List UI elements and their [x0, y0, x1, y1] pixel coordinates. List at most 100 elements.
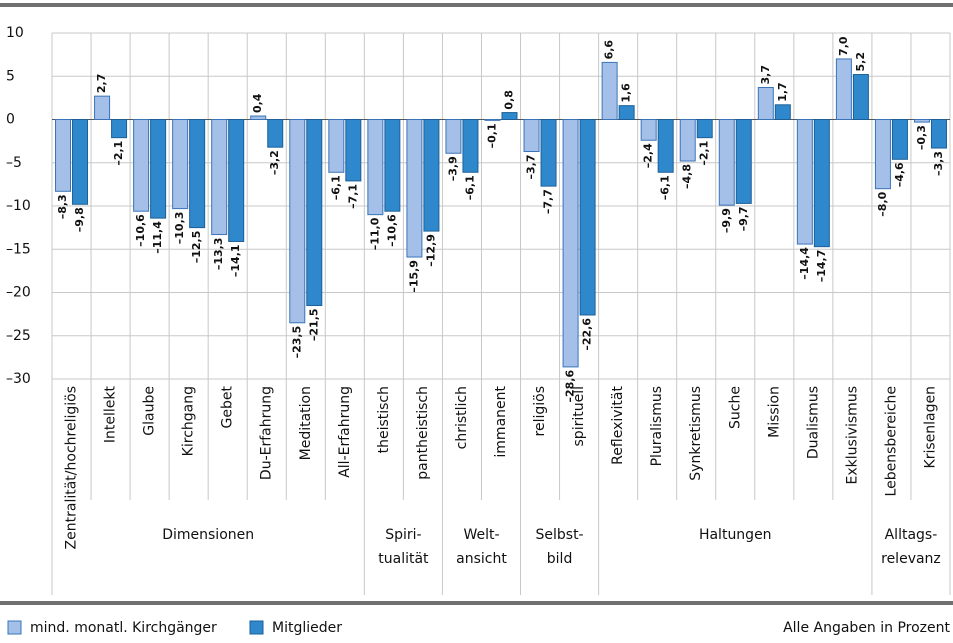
value-label: 5,2 [854, 52, 867, 72]
y-tick-label: –5 [6, 155, 22, 171]
x-tick-label: Du-Erfahrung [259, 386, 275, 480]
x-tick-label: Exklusivismus [844, 386, 860, 484]
y-tick-label: –30 [6, 371, 31, 387]
x-tick-label: All-Erfahrung [337, 386, 353, 478]
value-label: 0,4 [251, 93, 264, 113]
bar [540, 119, 557, 187]
value-label: –23,5 [290, 326, 303, 359]
bar [657, 119, 674, 173]
bar [228, 119, 245, 242]
x-tick-label: immanent [493, 385, 509, 457]
value-label: –9,9 [720, 208, 733, 233]
x-tick-label: pantheistisch [415, 386, 431, 480]
group-label: bild [547, 551, 573, 567]
bar [406, 119, 423, 258]
group-label: Selbst- [536, 527, 584, 543]
bar [328, 119, 345, 173]
value-label: –7,1 [346, 184, 359, 209]
value-label: –12,9 [424, 234, 437, 267]
bar [367, 119, 384, 216]
bar [306, 119, 323, 306]
value-label: –28,6 [564, 370, 577, 403]
y-tick-label: –20 [6, 285, 31, 301]
bar [679, 119, 696, 162]
group-label: Haltungen [699, 527, 772, 543]
value-label: –0,1 [486, 123, 499, 148]
bar [211, 119, 228, 236]
value-label: –10,6 [134, 214, 147, 247]
bar [579, 119, 596, 316]
x-tick-label: Zentralität/hochreligiös [64, 386, 80, 549]
value-label: –6,1 [463, 175, 476, 200]
value-label: –9,7 [737, 206, 750, 231]
x-tick-label: spirituell [571, 386, 587, 446]
value-label: –14,4 [798, 247, 811, 280]
x-tick-label: religiös [532, 386, 548, 436]
value-label: –2,1 [112, 141, 125, 166]
bar [601, 61, 618, 120]
note: Alle Angaben in Prozent [783, 620, 950, 636]
value-label: –3,2 [268, 150, 281, 175]
x-tick-label: Meditation [298, 386, 314, 460]
bar [757, 86, 774, 121]
bar [462, 119, 479, 173]
bar [423, 119, 440, 232]
x-tick-label: Krisenlagen [922, 386, 938, 468]
value-label: –10,6 [385, 214, 398, 247]
x-tick-label: Intellekt [103, 385, 119, 443]
group-label: Alltags- [885, 527, 938, 543]
group-label: Spiri- [385, 527, 421, 543]
x-tick-label: Synkretismus [688, 386, 704, 481]
legend-label: Mitglieder [272, 620, 342, 636]
y-tick-label: 5 [6, 68, 15, 84]
legend-swatch [249, 620, 264, 635]
value-label: –22,6 [581, 318, 594, 351]
bar [111, 119, 128, 139]
value-label: –11,4 [151, 221, 164, 254]
bar [289, 119, 306, 324]
bar [484, 119, 501, 121]
value-label: –3,9 [446, 156, 459, 181]
bar [852, 74, 869, 120]
value-label: 0,8 [503, 90, 516, 110]
bar [874, 119, 891, 190]
x-tick-label: Suche [727, 386, 743, 429]
bar [267, 119, 284, 148]
bar [913, 119, 930, 123]
group-label: Dimensionen [162, 527, 254, 543]
bar [72, 119, 89, 205]
bottom-rule [0, 601, 953, 605]
bar [384, 119, 401, 212]
value-label: –2,1 [698, 141, 711, 166]
x-tick-label: christlich [454, 386, 470, 449]
bar [172, 119, 189, 210]
bar [891, 119, 908, 160]
bar [735, 119, 752, 204]
value-label: –0,3 [915, 125, 928, 150]
x-tick-label: Reflexivität [610, 385, 626, 464]
value-label: –6,1 [329, 175, 342, 200]
value-label: –11,0 [368, 217, 381, 250]
bar [523, 119, 540, 153]
y-tick-label: 0 [6, 112, 15, 128]
bar [250, 115, 267, 121]
x-tick-label: Lebensbereiche [883, 386, 899, 496]
value-label: –14,1 [229, 244, 242, 277]
bar [774, 104, 791, 120]
value-label: 6,6 [603, 40, 616, 60]
bar [133, 119, 150, 212]
y-tick-label: –25 [6, 328, 31, 344]
x-tick-label: Mission [766, 386, 782, 438]
value-label: –13,3 [212, 238, 225, 271]
bar [618, 105, 635, 121]
y-tick-label: –15 [6, 241, 31, 257]
top-rule [0, 3, 953, 7]
value-label: –8,3 [56, 194, 69, 219]
bar [562, 119, 579, 368]
value-label: 7,0 [837, 36, 850, 56]
value-label: 2,7 [95, 74, 108, 94]
value-label: 1,7 [776, 82, 789, 102]
value-label: –3,3 [932, 151, 945, 176]
